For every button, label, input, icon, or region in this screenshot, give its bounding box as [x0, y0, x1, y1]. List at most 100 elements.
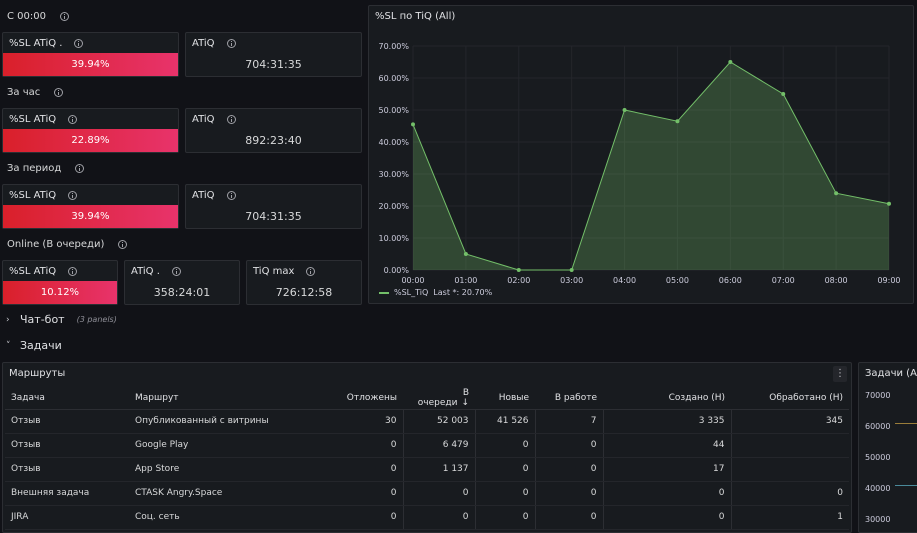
column-header-sorted[interactable]: В очереди ↓	[403, 387, 475, 410]
data-point	[463, 252, 468, 256]
column-header[interactable]: Обработано (Н)	[731, 387, 849, 410]
info-icon[interactable]	[74, 39, 84, 48]
x-tick-label: 00:00	[401, 276, 424, 285]
x-tick-label: 09:00	[877, 276, 900, 285]
stat-panel-atiq-hour[interactable]: ATiQ 892:23:40	[185, 108, 362, 153]
series-line-sl-tiq	[412, 61, 890, 271]
table-cell: 0	[603, 505, 732, 530]
stat-panel-sl-atiq-period[interactable]: %SL ATiQ 39.94%	[2, 184, 179, 229]
data-point	[728, 60, 733, 64]
info-icon[interactable]	[68, 191, 78, 200]
data-point	[622, 108, 627, 112]
table-cell: 30	[327, 409, 404, 434]
table-cell	[731, 433, 849, 458]
column-header[interactable]: В работе	[535, 387, 603, 410]
column-header[interactable]: Задача	[5, 387, 129, 410]
routes-table: Задача Маршрут Отложены В очереди ↓ Новые…	[5, 387, 849, 530]
y-tick-label: 50000	[865, 453, 891, 462]
info-icon[interactable]	[118, 240, 128, 249]
table-row[interactable]: JIRA Соц. сеть 0 0 0 0 0 1	[5, 505, 849, 530]
stat-label: TiQ max	[253, 266, 295, 277]
x-tick-label: 04:00	[613, 276, 636, 285]
stat-label: %SL ATiQ	[9, 190, 57, 201]
info-icon[interactable]	[226, 191, 236, 200]
chevron-right-icon: ›	[6, 314, 10, 325]
y-tick-label: 60.00%	[378, 74, 409, 83]
stat-panel-tiq-max[interactable]: TiQ max 726:12:58	[246, 260, 362, 305]
stat-panel-atiq-period[interactable]: ATiQ 704:31:35	[185, 184, 362, 229]
sort-desc-icon: ↓	[461, 397, 469, 408]
panel-menu-icon[interactable]: ⋮	[833, 366, 847, 382]
y-tick-label: 40.00%	[378, 138, 409, 147]
table-cell: 41 526	[475, 409, 536, 434]
row-title-label: За час	[7, 87, 41, 98]
y-tick-label: 70000	[865, 391, 891, 400]
tasks-all-panel[interactable]: Задачи (All) 70000 60000 50000 40000 300…	[858, 362, 917, 533]
row-title-since-midnight: С 00:00	[7, 11, 69, 22]
column-header[interactable]: Отложены	[327, 387, 403, 410]
table-cell: JIRA	[5, 505, 129, 530]
mini-panel-title: Задачи (All)	[865, 368, 917, 379]
info-icon[interactable]	[68, 267, 78, 276]
info-icon[interactable]	[171, 267, 181, 276]
stat-value: 892:23:40	[245, 134, 302, 147]
x-tick-label: 05:00	[666, 276, 689, 285]
table-cell: Отзыв	[5, 409, 129, 434]
stat-value: 358:24:01	[153, 286, 211, 299]
table-cell: 0	[731, 481, 849, 506]
routes-table-panel: Маршруты ⋮ Задача Маршрут Отложены В оче…	[2, 362, 852, 533]
table-row[interactable]: Отзыв Google Play 0 6 479 0 0 44	[5, 433, 849, 458]
y-tick-label: 30.00%	[378, 170, 409, 179]
stat-panel-atiq-online[interactable]: ATiQ . 358:24:01	[124, 260, 240, 305]
y-tick-label: 50.00%	[378, 106, 409, 115]
info-icon[interactable]	[226, 39, 236, 48]
info-icon[interactable]	[306, 267, 316, 276]
stat-panel-sl-atiq-online[interactable]: %SL ATiQ 10.12%	[2, 260, 118, 305]
table-cell: 0	[603, 481, 732, 506]
section-row-chatbot[interactable]: › Чат-бот (3 panels)	[6, 313, 117, 326]
table-cell: Google Play	[129, 433, 327, 458]
stat-value: 704:31:35	[245, 210, 302, 223]
table-cell: 0	[535, 481, 604, 506]
table-cell: 0	[327, 433, 404, 458]
table-title: Маршруты	[9, 368, 66, 379]
column-header[interactable]: Маршрут	[129, 387, 327, 410]
table-cell: 0	[475, 505, 536, 530]
stat-panel-sl-atiq[interactable]: %SL ATiQ . 39.94%	[2, 32, 179, 77]
legend-swatch	[379, 291, 389, 294]
stat-panel-sl-atiq-hour[interactable]: %SL ATiQ 22.89%	[2, 108, 179, 153]
info-icon[interactable]	[75, 164, 85, 173]
stat-label: %SL ATiQ .	[9, 38, 63, 49]
row-title-online: Online (В очереди)	[7, 239, 128, 250]
table-cell: 17	[603, 457, 732, 482]
table-cell: 3 335	[603, 409, 732, 434]
chart-legend[interactable]: %SL_TiQ Last *: 20.70%	[379, 288, 492, 297]
chart-panel-sl-tiq[interactable]: %SL по TiQ (All) 0.00% 10.00% 20.00% 30.00%…	[368, 5, 914, 304]
stat-panel-atiq[interactable]: ATiQ 704:31:35	[185, 32, 362, 77]
y-tick-label: 70.00%	[378, 42, 409, 51]
column-header[interactable]: Создано (Н)	[603, 387, 731, 410]
table-cell: 6 479	[403, 433, 476, 458]
table-cell: 0	[403, 481, 476, 506]
stat-value: 726:12:58	[275, 286, 333, 299]
table-row[interactable]: Отзыв App Store 0 1 137 0 0 17	[5, 457, 849, 482]
section-row-tasks[interactable]: ˅ Задачи	[6, 339, 62, 352]
data-point	[411, 122, 415, 127]
stat-value: 704:31:35	[245, 58, 302, 71]
info-icon[interactable]	[54, 88, 64, 97]
info-icon[interactable]	[68, 115, 78, 124]
legend-series-name: %SL_TiQ	[394, 288, 429, 297]
stat-label: %SL ATiQ	[9, 266, 57, 277]
table-cell: 0	[475, 433, 536, 458]
column-header[interactable]: Новые	[475, 387, 535, 410]
table-row[interactable]: Внешняя задача CTASK Angry.Space 0 0 0 0 0 0	[5, 481, 849, 506]
data-point	[516, 268, 521, 272]
table-cell: Опубликованный с витрины	[129, 409, 327, 434]
stat-label: ATiQ	[192, 114, 215, 125]
table-cell: 0	[535, 457, 604, 482]
table-cell: 0	[535, 505, 604, 530]
info-icon[interactable]	[226, 115, 236, 124]
table-cell: App Store	[129, 457, 327, 482]
table-row[interactable]: Отзыв Опубликованный с витрины 30 52 003 41 …	[5, 409, 849, 434]
info-icon[interactable]	[59, 12, 69, 21]
